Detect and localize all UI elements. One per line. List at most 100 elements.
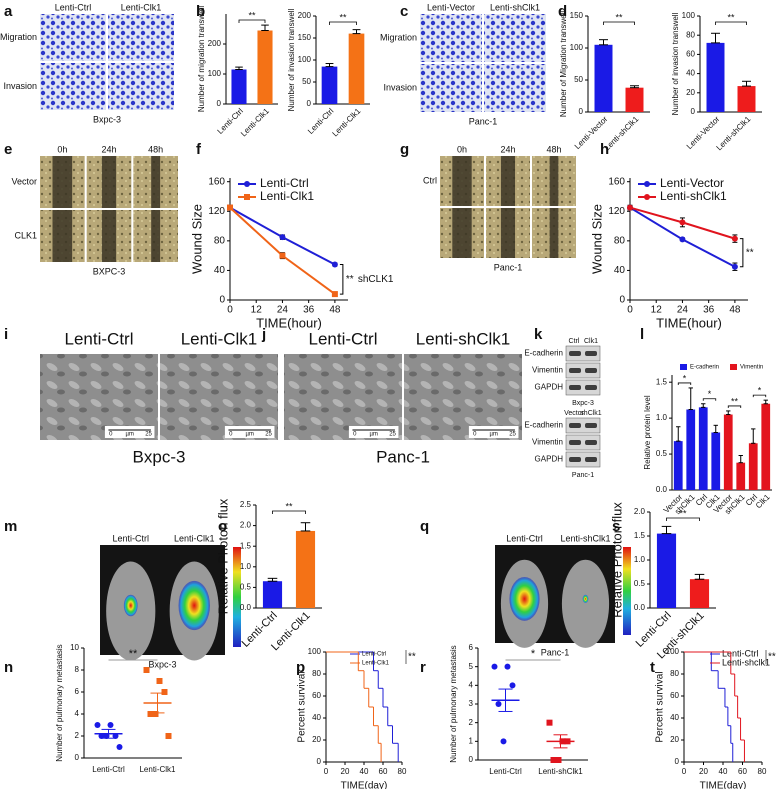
marker bbox=[279, 234, 286, 241]
scale-label: 25 bbox=[145, 432, 152, 438]
legend-swatch bbox=[680, 364, 687, 370]
significance-bracket bbox=[752, 394, 767, 398]
y-tick-label: 60 bbox=[670, 691, 679, 700]
y-tick-label: 200 bbox=[298, 11, 312, 20]
panel-letter: n bbox=[4, 659, 13, 676]
column-label: 24h bbox=[500, 144, 515, 154]
row-label: Invasion bbox=[3, 81, 37, 91]
column-label: Lenti-Clk1 bbox=[174, 533, 215, 543]
column-label: Lenti-Ctrl bbox=[65, 329, 134, 348]
row-label: Invasion bbox=[383, 82, 417, 92]
point bbox=[165, 733, 172, 739]
point bbox=[495, 701, 502, 707]
band bbox=[585, 440, 597, 445]
blot bbox=[565, 451, 601, 468]
micrograph bbox=[40, 63, 106, 110]
panel-letter: b bbox=[196, 3, 205, 20]
legend-label: Lenti-Clk1 bbox=[362, 661, 390, 667]
wound-gap bbox=[500, 156, 516, 206]
band bbox=[585, 385, 597, 390]
legend-label: Lenti-Ctrl bbox=[260, 176, 309, 190]
y-axis-label: Number of invasion transwell bbox=[287, 8, 296, 111]
y-tick-label: 0 bbox=[619, 295, 625, 306]
y-tick-label: 0.0 bbox=[634, 603, 646, 612]
legend-label: Lenti-shclk1 bbox=[722, 657, 770, 667]
y-tick-label: 6 bbox=[75, 687, 80, 696]
column-label: Lenti-Ctrl bbox=[55, 2, 92, 12]
y-tick-label: 1.5 bbox=[240, 541, 252, 550]
bar bbox=[348, 33, 365, 104]
blot-label: GAPDH bbox=[535, 455, 564, 464]
x-tick-label: 80 bbox=[398, 767, 407, 776]
caption: Panc-1 bbox=[469, 116, 498, 126]
x-axis-label: TIME(hour) bbox=[656, 315, 722, 330]
bar bbox=[656, 533, 677, 608]
caption: Panc-1 bbox=[494, 262, 523, 272]
scale-label: µm bbox=[245, 432, 253, 438]
blot-column: Vector bbox=[564, 410, 585, 417]
bar bbox=[295, 530, 316, 608]
significance-bracket bbox=[339, 264, 344, 295]
micrograph bbox=[108, 14, 174, 61]
legend-label: Lenti-Clk1 bbox=[260, 189, 314, 203]
colorbar bbox=[233, 547, 241, 647]
marker bbox=[331, 261, 338, 268]
y-tick-label: 1.0 bbox=[656, 413, 668, 422]
marker bbox=[731, 263, 738, 270]
bar bbox=[736, 462, 746, 490]
column-label: 48h bbox=[546, 144, 561, 154]
x-tick-label: 60 bbox=[379, 767, 388, 776]
bar bbox=[625, 87, 644, 112]
significance: ** bbox=[339, 12, 347, 22]
panel-letter: o bbox=[218, 518, 227, 535]
caption: BXPC-3 bbox=[93, 266, 126, 276]
y-tick-label: 150 bbox=[298, 33, 312, 42]
blot bbox=[565, 434, 601, 451]
legend-label: Lenti-shClk1 bbox=[660, 189, 727, 203]
y-tick-label: 80 bbox=[686, 30, 695, 39]
x-tick-label: 36 bbox=[703, 305, 715, 316]
y-tick-label: 100 bbox=[570, 43, 584, 52]
bar bbox=[673, 441, 683, 490]
y-tick-label: 120 bbox=[608, 206, 625, 217]
micrograph bbox=[284, 354, 402, 440]
panel-letter: f bbox=[196, 141, 202, 158]
wound-gap bbox=[549, 156, 559, 206]
blot-label: Vimentin bbox=[532, 438, 563, 447]
scale-box bbox=[224, 426, 275, 438]
y-tick-label: 150 bbox=[570, 11, 584, 20]
significance-bracket bbox=[702, 398, 717, 401]
y-axis-label: Number of pulmonary metastasis bbox=[55, 644, 64, 761]
panel-letter: t bbox=[650, 659, 655, 676]
x-tick-label: 20 bbox=[341, 767, 350, 776]
column-label: Lenti-Clk1 bbox=[181, 329, 258, 348]
x-tick-label: Lenti-Clk1 bbox=[239, 106, 271, 138]
significance: * bbox=[708, 389, 712, 399]
y-tick-label: 1.5 bbox=[656, 377, 668, 386]
blot-column: Clk1 bbox=[584, 338, 598, 345]
column-label: Lenti-Ctrl bbox=[112, 533, 149, 543]
significance: ** bbox=[679, 508, 687, 518]
blot-label: GAPDH bbox=[535, 383, 564, 392]
significance: ** bbox=[285, 501, 293, 511]
wound-gap bbox=[151, 156, 161, 208]
x-tick-label: Lenti-Ctrl bbox=[489, 767, 522, 776]
scale-label: µm bbox=[125, 432, 133, 438]
legend-marker bbox=[644, 194, 650, 200]
x-tick-label: 20 bbox=[699, 767, 708, 776]
y-tick-label: 200 bbox=[208, 39, 222, 48]
point bbox=[500, 738, 507, 745]
caption: Bxpc-3 bbox=[93, 114, 121, 124]
legend-marker bbox=[244, 194, 250, 200]
bar bbox=[698, 407, 708, 490]
band bbox=[569, 423, 581, 428]
micrograph bbox=[484, 64, 546, 112]
y-tick-label: 2.5 bbox=[240, 500, 252, 509]
scale-label: 0 bbox=[229, 432, 233, 438]
column-label: 48h bbox=[148, 144, 163, 154]
wound-gap bbox=[500, 208, 516, 258]
y-tick-label: 80 bbox=[614, 235, 626, 246]
legend-label: E-cadherin bbox=[690, 365, 719, 371]
y-axis-label: Number of pulmonary metastasis bbox=[449, 645, 458, 762]
